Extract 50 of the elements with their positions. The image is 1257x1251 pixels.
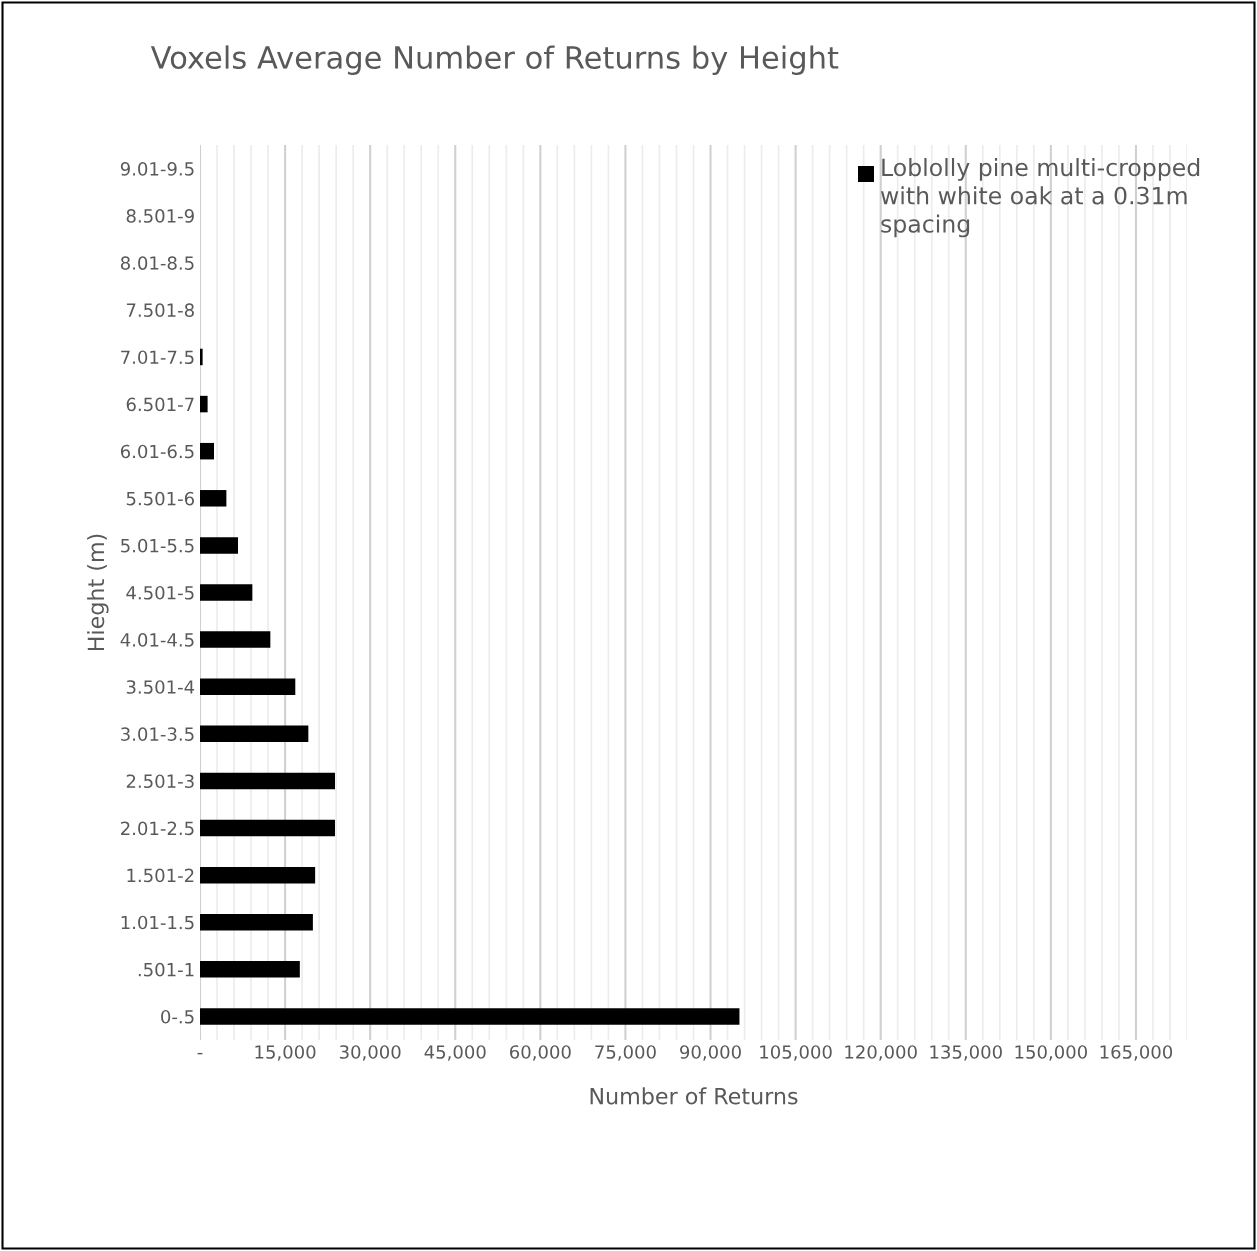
y-tick-label: 9.01-9.5 (120, 162, 194, 176)
bar (200, 348, 203, 366)
x-tick-label: 105,000 (760, 1045, 832, 1061)
bar (200, 1008, 740, 1025)
y-tick-label: 1.01-1.5 (121, 915, 194, 930)
x-tick-label: 120,000 (845, 1045, 917, 1061)
y-tick-label: 8.01-8.5 (120, 256, 194, 270)
bar (200, 490, 227, 507)
bar (200, 913, 313, 931)
y-tick-label: 5.501-6 (126, 491, 194, 506)
x-tick-label: 30,000 (339, 1045, 401, 1061)
y-tick-label: 5.01-5.5 (121, 538, 194, 553)
x-tick-label: 165,000 (1100, 1045, 1173, 1061)
chart-title: Voxels Average Number of Returns by Height (150, 45, 839, 75)
y-tick-label: 1.501-2 (127, 868, 194, 883)
x-tick-label: 90,000 (680, 1045, 741, 1061)
y-tick-label: 2.01-2.5 (121, 821, 194, 836)
x-axis-title: Number of Returns (590, 1087, 798, 1105)
y-tick-label: 3.01-3.5 (121, 727, 194, 741)
y-tick-label: 3.501-4 (126, 680, 195, 694)
y-tick-label: 4.501-5 (126, 585, 194, 600)
bar (200, 584, 253, 601)
y-axis-title: Hieght (m) (87, 534, 109, 651)
x-tick-label: 150,000 (1015, 1045, 1087, 1061)
y-tick-label: 4.01-4.5 (120, 633, 194, 647)
y-tick-label: 7.501-8 (126, 303, 194, 317)
x-tick-label: 60,000 (510, 1045, 571, 1061)
x-tick-label: 15,000 (255, 1045, 316, 1061)
legend-label: Loblolly pine multi-cropped with white oak at a 0.31m spacing (880, 158, 1200, 238)
y-tick-label: 2.501-3 (126, 774, 194, 789)
bar (200, 442, 215, 460)
bar (200, 772, 335, 790)
bar (200, 537, 239, 554)
bar (200, 678, 296, 695)
y-tick-label: 6.01-6.5 (120, 444, 194, 459)
bar (200, 819, 335, 837)
x-tick-label: 75,000 (595, 1045, 656, 1061)
bar (200, 961, 300, 978)
x-tick-label: 45,000 (424, 1045, 486, 1061)
bar (200, 395, 208, 413)
bar (200, 631, 271, 648)
bar (200, 725, 309, 743)
y-tick-label: 8.501-9 (126, 209, 194, 223)
y-tick-label: .501-1 (138, 962, 194, 977)
bar (200, 866, 316, 884)
x-tick-label: 135,000 (930, 1045, 1002, 1061)
y-tick-label: 6.501-7 (126, 397, 194, 412)
x-tick-label: - (197, 1052, 203, 1055)
y-tick-label: 0-.5 (161, 1009, 194, 1024)
y-tick-label: 7.01-7.5 (121, 350, 194, 365)
